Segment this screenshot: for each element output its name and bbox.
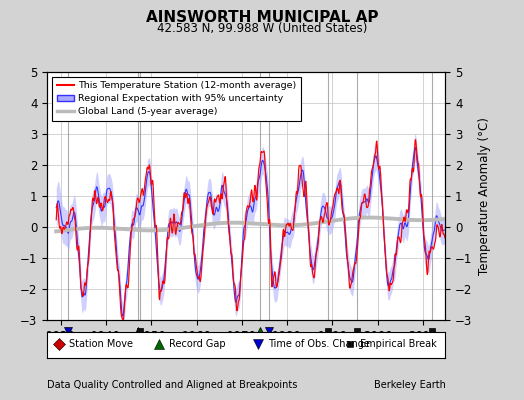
Text: Data Quality Controlled and Aligned at Breakpoints: Data Quality Controlled and Aligned at B… [47, 380, 298, 390]
Text: AINSWORTH MUNICIPAL AP: AINSWORTH MUNICIPAL AP [146, 10, 378, 25]
Text: Time of Obs. Change: Time of Obs. Change [268, 340, 370, 350]
Text: Station Move: Station Move [69, 340, 133, 350]
Text: 42.583 N, 99.988 W (United States): 42.583 N, 99.988 W (United States) [157, 22, 367, 35]
Y-axis label: Temperature Anomaly (°C): Temperature Anomaly (°C) [478, 117, 491, 275]
Text: Empirical Break: Empirical Break [360, 340, 436, 350]
Legend: This Temperature Station (12-month average), Regional Expectation with 95% uncer: This Temperature Station (12-month avera… [52, 77, 301, 121]
Text: Record Gap: Record Gap [169, 340, 225, 350]
Text: Berkeley Earth: Berkeley Earth [374, 380, 445, 390]
